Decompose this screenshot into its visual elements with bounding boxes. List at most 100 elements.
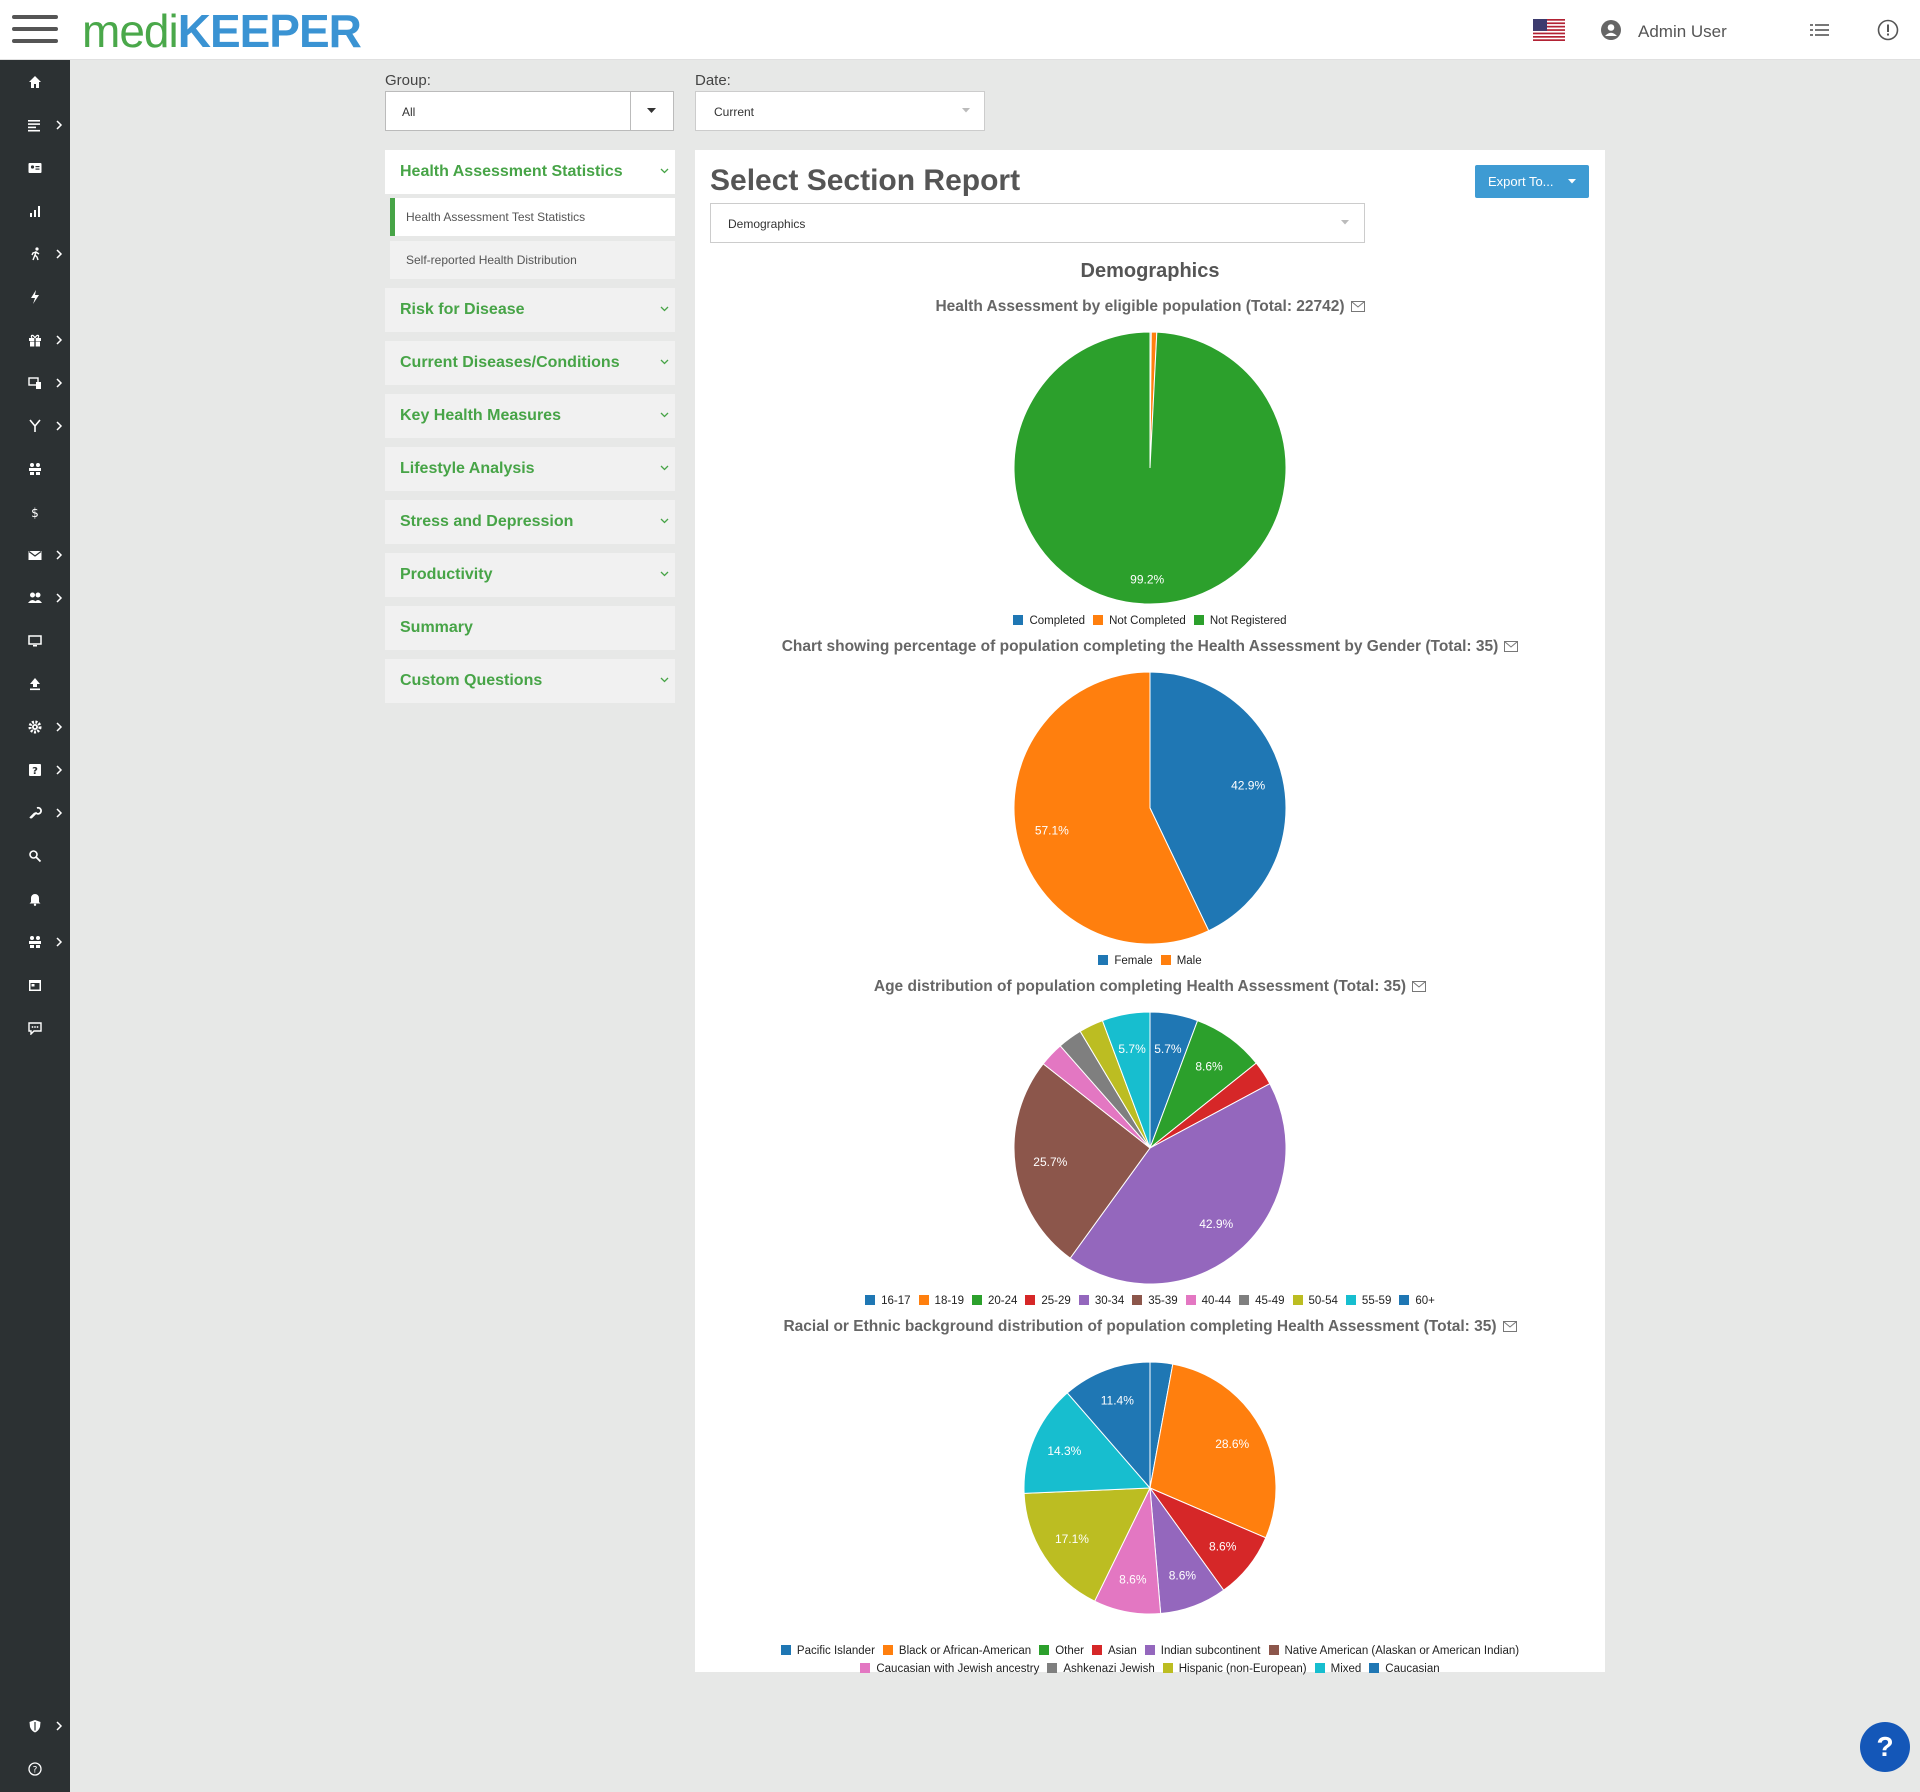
sidebar-devices[interactable] <box>0 368 70 398</box>
sidebar-security[interactable] <box>0 1711 70 1741</box>
nav-custom-questions[interactable]: Custom Questions <box>385 659 675 703</box>
sidebar-users[interactable] <box>0 583 70 613</box>
nav-key-health-measures[interactable]: Key Health Measures <box>385 394 675 438</box>
sidebar-lightning[interactable] <box>0 282 70 312</box>
sidebar-search[interactable] <box>0 841 70 871</box>
date-select[interactable]: Current <box>695 91 985 131</box>
chevron-down-icon <box>660 571 669 577</box>
sidebar-rewards[interactable] <box>0 325 70 355</box>
sidebar-calendar[interactable] <box>0 970 70 1000</box>
pie-slice-30-34[interactable] <box>1069 1083 1287 1285</box>
legend-item[interactable]: Not Registered <box>1193 612 1287 630</box>
user-name[interactable]: Admin User <box>1638 22 1727 41</box>
pie-slice-black-or-african-american[interactable] <box>1149 1363 1277 1539</box>
export-button[interactable]: Export To... <box>1475 165 1589 198</box>
sidebar-content[interactable] <box>0 110 70 140</box>
sidebar-tools[interactable] <box>0 798 70 828</box>
nav-risk-for-disease[interactable]: Risk for Disease <box>385 288 675 332</box>
data-label: 14.3% <box>1047 1444 1081 1458</box>
legend-item[interactable]: Male <box>1160 952 1202 970</box>
legend-item[interactable]: Female <box>1098 952 1153 970</box>
medikeeper-logo[interactable]: mediKEEPER <box>82 8 362 54</box>
legend-item[interactable]: Ashkenazi Jewish <box>1047 1660 1155 1678</box>
legend-item[interactable]: Not Completed <box>1093 612 1186 630</box>
nav-lifestyle-analysis[interactable]: Lifestyle Analysis <box>385 447 675 491</box>
nav-productivity[interactable]: Productivity <box>385 553 675 597</box>
sidebar-groups[interactable] <box>0 454 70 484</box>
data-label: 8.6% <box>1195 1060 1223 1074</box>
legend-item[interactable]: Asian <box>1091 1642 1137 1660</box>
home-icon <box>29 76 41 88</box>
mail-icon[interactable] <box>1504 641 1519 653</box>
pie-slice-caucasian[interactable] <box>1066 1361 1151 1490</box>
legend-item[interactable]: Caucasian <box>1369 1660 1440 1678</box>
hamburger-menu-icon[interactable] <box>12 15 58 47</box>
legend-item[interactable]: 30-34 <box>1078 1292 1124 1310</box>
nav-health-assessment-statistics[interactable]: Health Assessment Statistics <box>385 150 675 194</box>
legend-item[interactable]: Native American (Alaskan or American Ind… <box>1268 1642 1519 1660</box>
group-select[interactable]: All <box>385 91 674 131</box>
legend-item[interactable]: 45-49 <box>1239 1292 1285 1310</box>
sidebar-billing[interactable]: $ <box>0 497 70 527</box>
sidebar-activity[interactable] <box>0 239 70 269</box>
date-label: Date: <box>695 72 731 89</box>
sidebar-help-docs[interactable]: ? <box>0 755 70 785</box>
pie-slice-55-59[interactable] <box>1101 1011 1151 1149</box>
mail-icon[interactable] <box>1350 301 1365 313</box>
legend-label: Not Completed <box>1109 615 1186 627</box>
pie-slice-male[interactable] <box>1013 671 1210 945</box>
mail-icon[interactable] <box>1502 1321 1517 1333</box>
legend-item[interactable]: 35-39 <box>1132 1292 1178 1310</box>
legend-item[interactable]: 20-24 <box>971 1292 1017 1310</box>
legend-item[interactable]: Mixed <box>1314 1660 1361 1678</box>
nav-stress-and-depression[interactable]: Stress and Depression <box>385 500 675 544</box>
pie-slice-not-registered[interactable] <box>1013 331 1287 605</box>
pie-slice-35-39[interactable] <box>1013 1063 1151 1259</box>
pie-slice-female[interactable] <box>1149 671 1287 932</box>
legend-swatch <box>882 1645 893 1655</box>
nav-self-reported-health-distribution[interactable]: Self-reported Health Distribution <box>390 241 675 279</box>
sidebar-teams[interactable] <box>0 927 70 957</box>
sidebar-messages[interactable] <box>0 540 70 570</box>
legend-item[interactable]: 50-54 <box>1292 1292 1338 1310</box>
legend-item[interactable]: Indian subcontinent <box>1144 1642 1261 1660</box>
pie-slice-mixed[interactable] <box>1023 1392 1152 1494</box>
sidebar-help[interactable]: ? <box>0 1754 70 1784</box>
sidebar-display[interactable] <box>0 626 70 656</box>
sidebar-reports[interactable] <box>0 196 70 226</box>
users-icon <box>28 592 42 603</box>
pie-slice-hispanic-non-european-[interactable] <box>1023 1487 1151 1602</box>
nav-summary[interactable]: Summary <box>385 606 675 650</box>
nav-current-diseases-conditions[interactable]: Current Diseases/Conditions <box>385 341 675 385</box>
sidebar-workflow[interactable] <box>0 411 70 441</box>
sidebar-chat[interactable] <box>0 1013 70 1043</box>
chevron-right-icon <box>56 722 63 732</box>
task-list-icon[interactable] <box>1810 22 1830 38</box>
legend-item[interactable]: 55-59 <box>1345 1292 1391 1310</box>
sidebar-notifications[interactable] <box>0 884 70 914</box>
group-select-value: All <box>402 105 416 119</box>
legend-item[interactable]: Pacific Islander <box>780 1642 875 1660</box>
legend-item[interactable]: Black or African-American <box>882 1642 1031 1660</box>
legend-item[interactable]: Other <box>1039 1642 1084 1660</box>
legend-item[interactable]: 16-17 <box>865 1292 911 1310</box>
mail-icon[interactable] <box>1412 981 1427 993</box>
alert-icon[interactable] <box>1877 19 1899 41</box>
help-button[interactable]: ? <box>1860 1722 1910 1772</box>
user-account-icon[interactable] <box>1601 20 1621 40</box>
legend-item[interactable]: 18-19 <box>918 1292 964 1310</box>
legend-item[interactable]: 25-29 <box>1025 1292 1071 1310</box>
group-dropdown-button[interactable] <box>630 92 673 130</box>
us-flag-icon[interactable] <box>1533 19 1565 41</box>
legend-item[interactable]: Caucasian with Jewish ancestry <box>860 1660 1039 1678</box>
legend-item[interactable]: 60+ <box>1399 1292 1435 1310</box>
sidebar-home[interactable] <box>0 67 70 97</box>
legend-item[interactable]: 40-44 <box>1185 1292 1231 1310</box>
section-select[interactable]: Demographics <box>710 203 1365 243</box>
sidebar-settings[interactable] <box>0 712 70 742</box>
sidebar-id-card[interactable] <box>0 153 70 183</box>
sidebar-upload[interactable] <box>0 669 70 699</box>
legend-item[interactable]: Hispanic (non-European) <box>1162 1660 1307 1678</box>
nav-health-assessment-test-statistics[interactable]: Health Assessment Test Statistics <box>390 198 675 236</box>
legend-item[interactable]: Completed <box>1013 612 1085 630</box>
